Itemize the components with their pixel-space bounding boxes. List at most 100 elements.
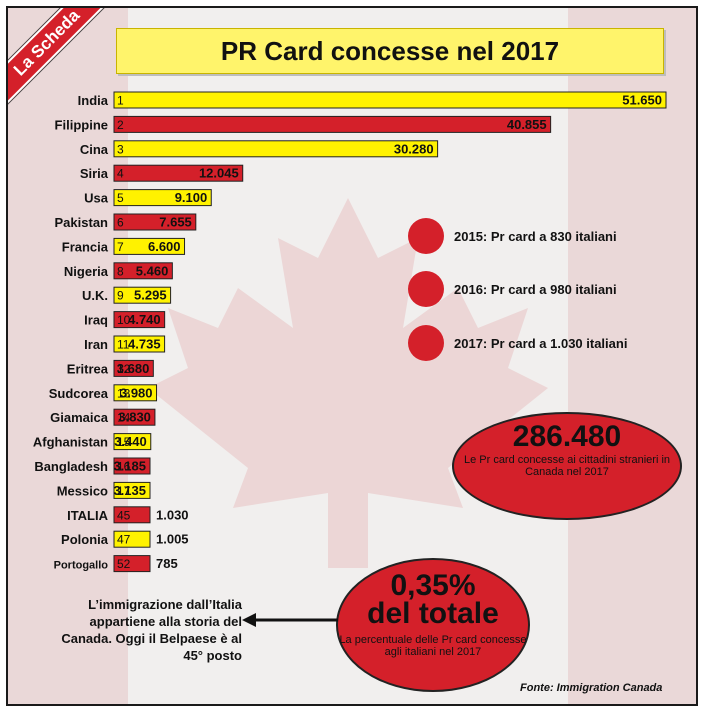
value-label: 12.045 bbox=[199, 166, 239, 181]
value-label: 5.295 bbox=[134, 288, 167, 303]
bar bbox=[113, 555, 151, 573]
bar bbox=[113, 481, 151, 499]
category-label: Sudcorea bbox=[49, 386, 109, 401]
percentage-callout: 0,35% del totale La percentuale delle Pr… bbox=[336, 558, 530, 692]
bar bbox=[113, 213, 197, 231]
category-label: Cina bbox=[80, 142, 109, 157]
category-label: Usa bbox=[84, 191, 109, 206]
left-arrow-icon bbox=[242, 613, 338, 627]
rank-label: 10 bbox=[117, 313, 131, 327]
value-label: 9.100 bbox=[175, 190, 208, 205]
red-dot-icon bbox=[408, 218, 444, 254]
bar bbox=[113, 140, 439, 158]
bar bbox=[113, 237, 186, 255]
bar bbox=[113, 91, 667, 109]
legend-item-2015: 2015: Pr card a 830 italiani bbox=[408, 218, 617, 254]
bar bbox=[113, 335, 166, 353]
bar-chart: India 1 51.650 Filippine 2 40.855 Cina 3 30.280 S… bbox=[33, 91, 667, 573]
bar bbox=[113, 115, 552, 133]
value-label: 40.855 bbox=[507, 117, 547, 132]
category-label: India bbox=[78, 93, 109, 108]
value-label: 6.600 bbox=[148, 239, 181, 254]
legend-text: 2015: Pr card a 830 italiani bbox=[454, 228, 617, 244]
value-label: 4.735 bbox=[128, 337, 161, 352]
rank-label: 7 bbox=[117, 240, 124, 254]
bar bbox=[113, 457, 151, 475]
value-label: 4.740 bbox=[128, 312, 161, 327]
legend-text: 2017: Pr card a 1.030 italiani bbox=[454, 335, 628, 351]
bar bbox=[113, 384, 158, 402]
value-label: 3.185 bbox=[113, 459, 146, 474]
bar bbox=[113, 262, 173, 280]
value-label: 7.655 bbox=[159, 215, 192, 230]
bar bbox=[113, 164, 244, 182]
rank-label: 45 bbox=[117, 508, 131, 522]
rank-label: 6 bbox=[117, 216, 124, 230]
rank-label: 12 bbox=[117, 362, 131, 376]
chart-title: PR Card concesse nel 2017 bbox=[220, 35, 560, 66]
rank-label: 16 bbox=[117, 460, 131, 474]
percentage-description: La percentuale delle Pr card concesse ag… bbox=[339, 634, 527, 658]
value-label: 1.005 bbox=[156, 532, 189, 547]
infographic-frame: La Scheda PR Card concesse nel 2017 Indi… bbox=[6, 6, 698, 706]
value-label: 3.440 bbox=[114, 434, 147, 449]
rank-label: 11 bbox=[117, 338, 130, 352]
category-label: Iran bbox=[84, 337, 108, 352]
category-label: Portogallo bbox=[54, 560, 109, 572]
bar bbox=[113, 408, 156, 426]
value-label: 3.980 bbox=[120, 385, 153, 400]
legend-item-2017: 2017: Pr card a 1.030 italiani bbox=[408, 325, 627, 361]
rank-label: 1 bbox=[117, 94, 124, 108]
legend-item-2016: 2016: Pr card a 980 italiani bbox=[408, 271, 617, 307]
rank-label: 17 bbox=[117, 484, 131, 498]
bar bbox=[113, 530, 151, 548]
category-label: Filippine bbox=[55, 117, 108, 132]
canada-flag-background bbox=[8, 8, 696, 704]
value-label: 3.680 bbox=[117, 361, 150, 376]
category-label: Pakistan bbox=[55, 215, 109, 230]
red-dot-icon bbox=[408, 325, 444, 361]
value-label: 3.830 bbox=[118, 410, 151, 425]
total-description: Le Pr card concesse ai cittadini stranie… bbox=[463, 454, 671, 478]
bar bbox=[113, 189, 212, 207]
value-label: 30.280 bbox=[394, 141, 434, 156]
bar bbox=[113, 433, 152, 451]
rank-label: 15 bbox=[117, 435, 131, 449]
title-box: PR Card concesse nel 2017 bbox=[116, 28, 664, 74]
rank-label: 2 bbox=[117, 118, 124, 132]
category-label: Bangladesh bbox=[34, 459, 108, 474]
total-callout: 286.480 Le Pr card concesse ai cittadini… bbox=[452, 412, 682, 520]
category-label: Siria bbox=[80, 166, 109, 181]
value-label: 51.650 bbox=[622, 93, 662, 108]
rank-label: 8 bbox=[117, 264, 124, 278]
category-label: Polonia bbox=[61, 532, 109, 547]
percentage-number: 0,35% bbox=[390, 569, 476, 602]
rank-label: 3 bbox=[117, 142, 124, 156]
bar bbox=[113, 311, 166, 329]
category-label: Eritrea bbox=[67, 361, 109, 376]
category-label: Messico bbox=[57, 483, 108, 498]
category-label: Afghanistan bbox=[33, 435, 108, 450]
rank-label: 47 bbox=[117, 533, 131, 547]
category-label: Giamaica bbox=[50, 410, 109, 425]
value-label: 5.460 bbox=[136, 263, 169, 278]
category-label: Iraq bbox=[84, 313, 108, 328]
value-label: 3.135 bbox=[113, 483, 146, 498]
italy-note: L’immigrazione dall’Italia appartiene al… bbox=[61, 597, 242, 663]
category-label: Nigeria bbox=[64, 264, 109, 279]
rank-label: 14 bbox=[117, 411, 131, 425]
rank-label: 52 bbox=[117, 557, 131, 571]
percentage-subtitle: del totale bbox=[367, 597, 499, 630]
rank-label: 4 bbox=[117, 167, 124, 181]
category-label: U.K. bbox=[82, 288, 108, 303]
value-label: 785 bbox=[156, 556, 178, 571]
rank-label: 13 bbox=[117, 386, 131, 400]
rank-label: 9 bbox=[117, 289, 124, 303]
legend-text: 2016: Pr card a 980 italiani bbox=[454, 281, 617, 297]
value-label: 1.030 bbox=[156, 507, 189, 522]
bar bbox=[113, 286, 172, 304]
bar bbox=[113, 506, 151, 524]
category-label: ITALIA bbox=[67, 508, 109, 523]
maple-leaf-shape bbox=[148, 198, 548, 568]
bar bbox=[113, 359, 154, 377]
